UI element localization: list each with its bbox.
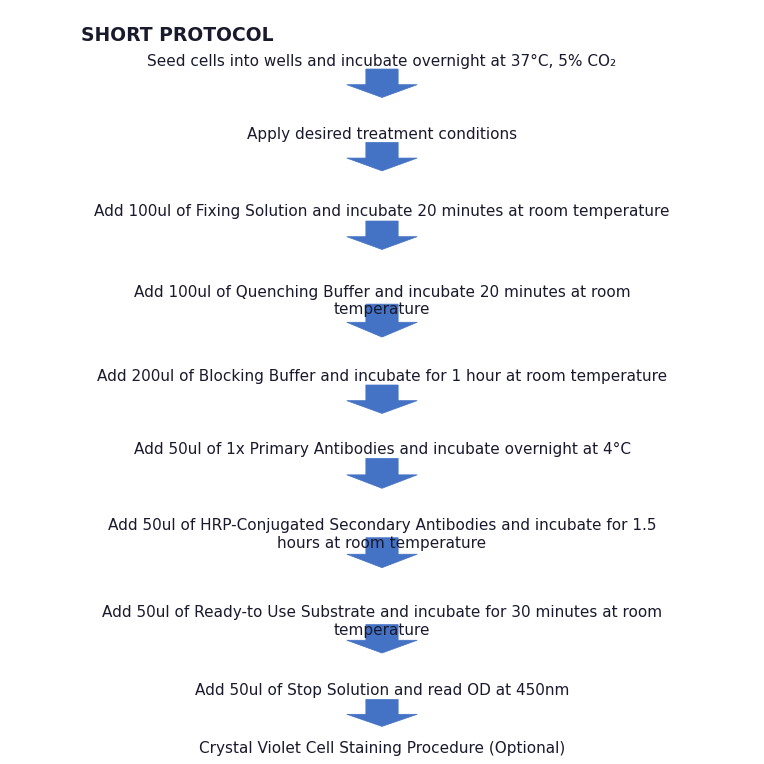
Polygon shape	[347, 700, 417, 727]
Text: Add 200ul of Blocking Buffer and incubate for 1 hour at room temperature: Add 200ul of Blocking Buffer and incubat…	[97, 368, 667, 384]
Polygon shape	[347, 304, 417, 337]
Polygon shape	[347, 69, 417, 98]
Polygon shape	[347, 625, 417, 653]
Polygon shape	[347, 538, 417, 568]
Text: Add 50ul of Stop Solution and read OD at 450nm: Add 50ul of Stop Solution and read OD at…	[195, 683, 569, 698]
Text: Add 50ul of Ready-to Use Substrate and incubate for 30 minutes at room
temperatu: Add 50ul of Ready-to Use Substrate and i…	[102, 605, 662, 637]
Text: Add 50ul of HRP-Conjugated Secondary Antibodies and incubate for 1.5
hours at ro: Add 50ul of HRP-Conjugated Secondary Ant…	[108, 518, 656, 551]
Polygon shape	[347, 458, 417, 488]
Text: Add 100ul of Quenching Buffer and incubate 20 minutes at room
temperature: Add 100ul of Quenching Buffer and incuba…	[134, 285, 630, 317]
Polygon shape	[347, 142, 417, 171]
Text: Add 50ul of 1x Primary Antibodies and incubate overnight at 4°C: Add 50ul of 1x Primary Antibodies and in…	[134, 442, 630, 457]
Polygon shape	[347, 221, 417, 250]
Text: Apply desired treatment conditions: Apply desired treatment conditions	[247, 128, 517, 142]
Text: Seed cells into wells and incubate overnight at 37°C, 5% CO₂: Seed cells into wells and incubate overn…	[147, 54, 617, 69]
Text: Crystal Violet Cell Staining Procedure (Optional): Crystal Violet Cell Staining Procedure (…	[199, 741, 565, 756]
Polygon shape	[347, 385, 417, 413]
Text: SHORT PROTOCOL: SHORT PROTOCOL	[81, 26, 274, 45]
Text: Add 100ul of Fixing Solution and incubate 20 minutes at room temperature: Add 100ul of Fixing Solution and incubat…	[94, 204, 670, 219]
